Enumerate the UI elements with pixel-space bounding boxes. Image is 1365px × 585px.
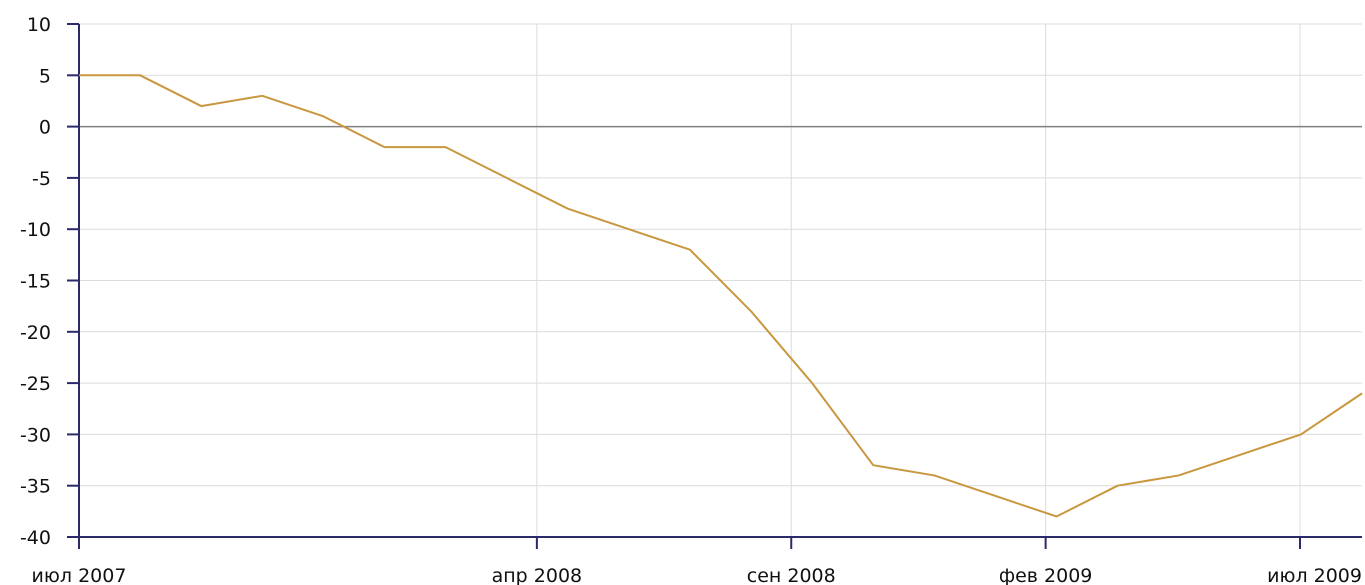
y-tick-labels: 10 5 0 -5 -10 -15 -20 -25 -30 -35 -40 (20, 14, 51, 549)
series-group (79, 74, 1363, 518)
x-tick-label: апр 2008 (492, 565, 583, 585)
x-tick-label: фев 2009 (999, 565, 1093, 585)
axes (67, 23, 1362, 549)
y-tick-label: -40 (20, 527, 51, 549)
x-tick-label: сен 2008 (747, 565, 836, 585)
x-tick-label: июл 2009 (1267, 565, 1362, 585)
y-tick-label: -25 (20, 373, 51, 395)
x-tick-label: июл 2007 (32, 565, 127, 585)
y-tick-label: 5 (39, 65, 51, 87)
y-tick-label: -15 (20, 271, 51, 293)
series-line (79, 74, 1363, 518)
y-tick-label: 10 (27, 14, 51, 36)
y-tick-label: -35 (20, 476, 51, 498)
y-tick-label: -5 (32, 168, 51, 190)
y-tick-label: -20 (20, 322, 51, 344)
y-tick-label: 0 (39, 117, 51, 139)
y-tick-label: -30 (20, 424, 51, 446)
x-tick-labels: июл 2007 апр 2008 сен 2008 фев 2009 июл 2009 (32, 565, 1362, 585)
y-tick-label: -10 (20, 219, 51, 241)
